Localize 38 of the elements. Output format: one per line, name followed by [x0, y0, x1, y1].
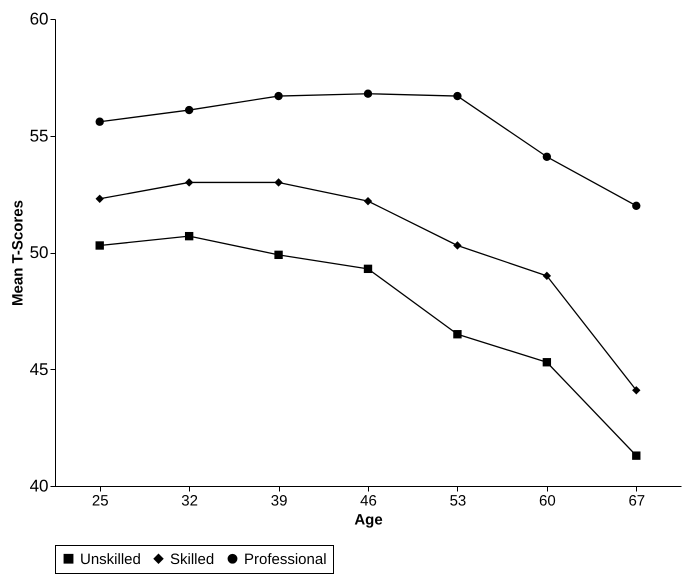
point	[632, 386, 640, 394]
point	[274, 178, 283, 187]
x-tick-label: 39	[270, 492, 288, 510]
x-tick-label: 32	[181, 492, 198, 510]
point	[453, 330, 462, 338]
x-axis-title: Age	[354, 512, 383, 528]
point	[453, 92, 462, 100]
y-tick-label: 45	[30, 360, 48, 379]
point	[274, 92, 283, 100]
point	[184, 232, 194, 240]
point	[274, 250, 283, 260]
point	[184, 106, 194, 114]
point	[96, 241, 104, 250]
point	[542, 152, 552, 161]
point	[453, 241, 462, 250]
x-tick-label: 25	[92, 492, 109, 510]
legend-label: Unskilled	[80, 550, 141, 568]
point	[184, 178, 194, 187]
point	[632, 202, 640, 210]
y-tick-label: 60	[30, 10, 48, 28]
x-tick-label: 46	[360, 492, 377, 510]
point	[96, 118, 104, 126]
point	[542, 358, 552, 366]
point	[96, 194, 104, 203]
legend-label: Skilled	[170, 550, 214, 568]
point	[364, 90, 372, 98]
point	[364, 196, 372, 206]
x-tick-label: 60	[539, 492, 556, 510]
y-tick-label: 55	[30, 126, 48, 146]
point	[364, 264, 372, 274]
point	[542, 272, 552, 280]
y-tick-label: 50	[30, 243, 48, 262]
x-tick-label: 53	[450, 492, 466, 510]
y-axis-title: Mean T-Scores	[10, 200, 27, 306]
legend-label: Professional	[244, 550, 327, 568]
x-tick-label: 67	[628, 492, 646, 510]
y-tick-label: 40	[30, 476, 48, 496]
point	[632, 451, 640, 460]
